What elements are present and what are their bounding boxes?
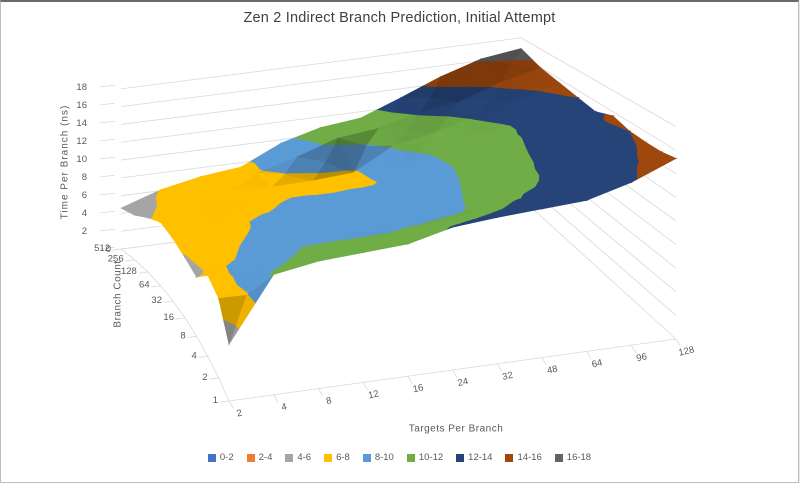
legend-label: 6-8: [336, 452, 350, 463]
legend-label: 16-18: [566, 452, 592, 463]
legend-swatch-icon: [246, 453, 255, 462]
legend-item: 14-16: [505, 452, 542, 463]
legend-swatch-icon: [207, 453, 216, 462]
chart-title: Zen 2 Indirect Branch Prediction, Initia…: [243, 10, 556, 26]
legend-item: 0-2: [207, 452, 234, 463]
legend-item: 2-4: [246, 452, 273, 463]
legend-item: 8-10: [362, 452, 394, 463]
legend-label: 10-12: [418, 452, 444, 463]
legend-item: 10-12: [406, 452, 444, 463]
x-axis-title: Targets Per Branch: [408, 423, 504, 435]
legend-swatch-icon: [406, 453, 415, 462]
legend-swatch-icon: [285, 453, 294, 462]
legend-swatch-icon: [456, 453, 465, 462]
legend-item: 4-6: [285, 452, 311, 463]
legend-item: 16-18: [554, 452, 592, 463]
z-axis-title: Time Per Branch (ns): [59, 104, 71, 220]
legend-item: 6-8: [324, 452, 350, 463]
legend-label: 2-4: [258, 452, 273, 463]
y-axis-title: Branch Count: [112, 260, 124, 328]
legend-swatch-icon: [324, 453, 333, 462]
legend-item: 12-14: [456, 452, 492, 463]
legend: 0-2 2-4 4-6 6-8 8-10 10-12 12-14 14-16 16-18: [1, 452, 798, 463]
legend-swatch-icon: [554, 453, 563, 462]
legend-swatch-icon: [505, 453, 514, 462]
legend-swatch-icon: [362, 453, 371, 462]
legend-label: 12-14: [468, 452, 493, 463]
legend-label: 14-16: [517, 452, 542, 463]
legend-label: 4-6: [297, 452, 312, 463]
legend-label: 8-10: [374, 452, 394, 463]
legend-label: 0-2: [219, 452, 234, 463]
